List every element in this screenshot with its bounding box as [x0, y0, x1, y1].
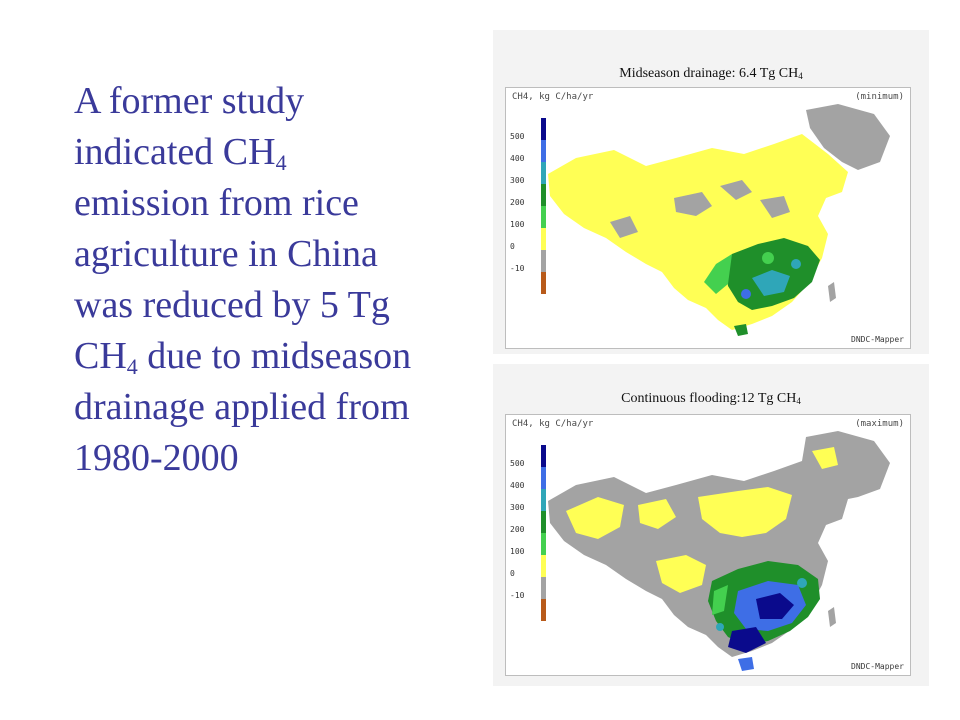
legend-tick-label: 100: [510, 547, 525, 556]
region-dot: [762, 252, 774, 264]
region-patch: [610, 216, 638, 238]
legend-swatch: [541, 445, 546, 467]
legend-swatch: [541, 555, 546, 577]
legend-swatch: [541, 162, 546, 184]
legend-tick-label: 100: [510, 220, 525, 229]
region-island: [734, 324, 748, 336]
region-main: [548, 134, 848, 330]
legend-tick-label: 400: [510, 154, 525, 163]
china-map-flooding: [548, 431, 890, 671]
region-rice-darkblue: [728, 627, 766, 653]
slide-body-text: A former study indicated CH4 emission fr…: [74, 76, 474, 484]
map-watermark: DNDC-Mapper: [851, 662, 904, 671]
legend-swatch: [541, 489, 546, 511]
body-line: indicated CH4: [74, 131, 287, 175]
map-header: CH4, kg C/ha/yr (maximum): [512, 419, 904, 429]
legend-swatch: [541, 228, 546, 250]
region-dot: [716, 623, 724, 631]
region-rice-teal: [752, 270, 790, 296]
body-line: A former study: [74, 80, 305, 122]
region-yellow: [812, 447, 838, 469]
region-dot: [797, 578, 807, 588]
map-header: CH4, kg C/ha/yr (minimum): [512, 92, 904, 102]
legend-tick-label: 500: [510, 132, 525, 141]
legend-tick-label: -10: [510, 591, 525, 600]
region-dot: [741, 289, 751, 299]
region-patch: [720, 180, 752, 200]
legend-tick-label: 200: [510, 198, 525, 207]
region-yellow: [638, 499, 676, 529]
region-rice-light: [704, 254, 732, 294]
map-panel-flooding: Continuous flooding:12 Tg CH4 CH4: [493, 364, 929, 686]
legend-swatch: [541, 577, 546, 599]
map-caption: Continuous flooding:12 Tg CH4: [621, 391, 801, 406]
legend-swatch: [541, 272, 546, 294]
legend-tick-label: 500: [510, 459, 525, 468]
legend-tick-label: 300: [510, 503, 525, 512]
map-watermark: DNDC-Mapper: [851, 335, 904, 344]
legend-tick-label: 300: [510, 176, 525, 185]
region-northeast: [806, 104, 890, 170]
legend-tick-label: 0: [510, 242, 515, 251]
region-dot: [791, 259, 801, 269]
map-caption: Midseason drainage: 6.4 Tg CH4: [619, 66, 803, 81]
color-legend: 500 400 300 200 100 0 -10: [510, 441, 550, 621]
legend-tick-label: 200: [510, 525, 525, 534]
region-rice-light: [712, 585, 728, 615]
legend-swatch: [541, 206, 546, 228]
region-patch: [760, 196, 790, 218]
region-yellow: [698, 487, 792, 537]
legend-swatch: [541, 467, 546, 489]
map-image-midseason: CH4, kg C/ha/yr (minimum) 500 400 300 20…: [505, 87, 911, 349]
legend-swatch: [541, 118, 546, 140]
legend-swatch: [541, 533, 546, 555]
map-image-flooding: CH4, kg C/ha/yr (maximum) 500 400 300 20…: [505, 414, 911, 676]
region-taiwan: [828, 282, 836, 302]
legend-swatch: [541, 599, 546, 621]
body-line: emission from rice: [74, 182, 359, 224]
legend-swatch: [541, 250, 546, 272]
region-patch: [674, 192, 712, 216]
china-map-midseason: [548, 104, 890, 336]
body-line: 1980-2000: [74, 437, 239, 479]
color-legend: 500 400 300 200 100 0 -10: [510, 114, 550, 294]
body-line: was reduced by 5 Tg: [74, 284, 390, 326]
body-line: agriculture in China: [74, 233, 378, 275]
region-taiwan: [828, 607, 836, 627]
legend-swatch: [541, 140, 546, 162]
region-yellow: [566, 497, 624, 539]
region-yellow: [656, 555, 706, 593]
map-panel-midseason: Midseason drainage: 6.4 Tg CH4 CH: [493, 30, 929, 354]
body-line: drainage applied from: [74, 386, 410, 428]
legend-tick-label: 0: [510, 569, 515, 578]
region-island: [738, 657, 754, 671]
legend-swatch: [541, 184, 546, 206]
legend-tick-label: -10: [510, 264, 525, 273]
legend-swatch: [541, 511, 546, 533]
legend-tick-label: 400: [510, 481, 525, 490]
region-rice-darkblue: [756, 593, 794, 619]
body-line: CH4 due to midseason: [74, 335, 412, 379]
